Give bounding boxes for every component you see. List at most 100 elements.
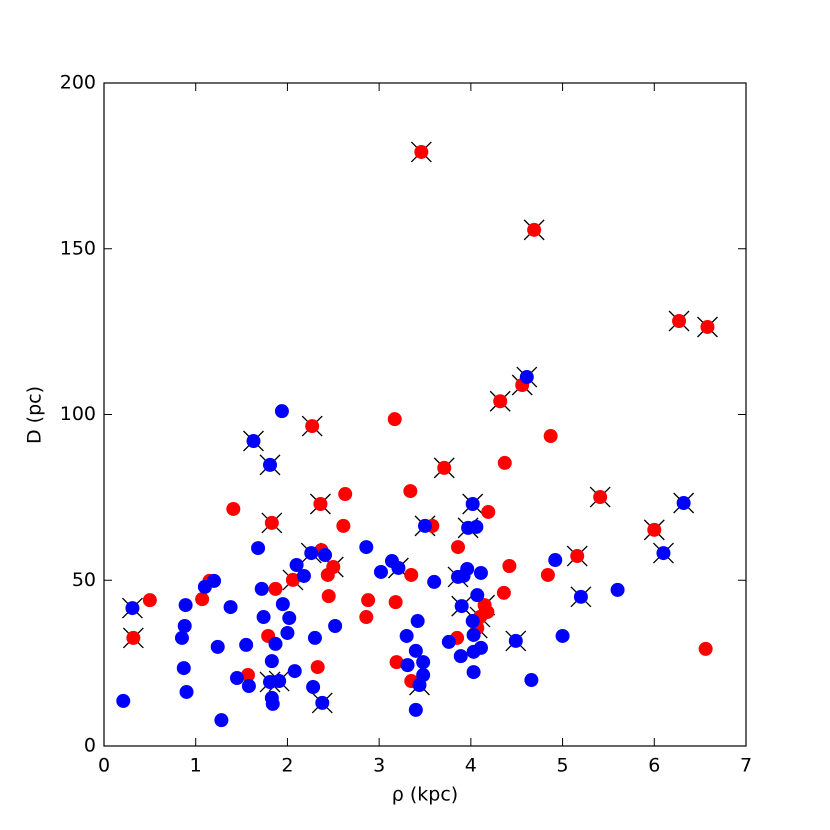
point bbox=[555, 628, 570, 643]
point bbox=[570, 549, 585, 564]
y-tick-label: 50 bbox=[72, 569, 96, 591]
point bbox=[268, 636, 283, 651]
point bbox=[519, 370, 534, 385]
point bbox=[195, 592, 210, 607]
x-tick-label: 5 bbox=[557, 755, 569, 777]
point bbox=[548, 553, 563, 568]
point bbox=[125, 601, 140, 616]
y-tick-label: 100 bbox=[60, 403, 96, 425]
point bbox=[508, 633, 523, 648]
point bbox=[400, 658, 415, 673]
point bbox=[466, 627, 481, 642]
point bbox=[226, 501, 241, 516]
point bbox=[656, 546, 671, 561]
point bbox=[480, 605, 495, 620]
point bbox=[497, 455, 512, 470]
point bbox=[116, 693, 131, 708]
point bbox=[264, 515, 279, 530]
point bbox=[408, 702, 423, 717]
y-axis-label: D (pc) bbox=[24, 386, 46, 444]
point bbox=[527, 222, 542, 237]
point bbox=[321, 589, 336, 604]
point bbox=[460, 561, 475, 576]
point bbox=[481, 504, 496, 519]
point bbox=[540, 567, 555, 582]
point bbox=[359, 610, 374, 625]
point bbox=[304, 546, 319, 561]
x-tick-label: 4 bbox=[465, 755, 477, 777]
point bbox=[241, 678, 256, 693]
point bbox=[361, 593, 376, 608]
point bbox=[698, 641, 713, 656]
point bbox=[285, 572, 300, 587]
point bbox=[176, 661, 191, 676]
point bbox=[427, 574, 442, 589]
point bbox=[307, 630, 322, 645]
y-tick-label: 200 bbox=[60, 72, 96, 94]
point bbox=[287, 664, 302, 679]
point bbox=[214, 713, 229, 728]
point bbox=[441, 634, 456, 649]
plot-frame bbox=[103, 82, 747, 747]
point bbox=[207, 573, 222, 588]
point bbox=[305, 419, 320, 434]
point bbox=[454, 599, 469, 614]
point bbox=[404, 567, 419, 582]
x-tick-label: 0 bbox=[98, 755, 110, 777]
point bbox=[700, 319, 715, 334]
point bbox=[593, 490, 608, 505]
point bbox=[451, 540, 466, 555]
point bbox=[289, 558, 304, 573]
point bbox=[264, 654, 279, 669]
point bbox=[178, 598, 193, 613]
point bbox=[414, 144, 429, 159]
point bbox=[453, 649, 468, 664]
point bbox=[268, 581, 283, 596]
x-axis-label: ρ (kpc) bbox=[392, 784, 458, 806]
point bbox=[465, 614, 480, 629]
point bbox=[254, 581, 269, 596]
point bbox=[469, 519, 484, 534]
point bbox=[296, 568, 311, 583]
point bbox=[338, 487, 353, 502]
point bbox=[388, 595, 403, 610]
point bbox=[473, 565, 488, 580]
point bbox=[493, 394, 508, 409]
point bbox=[465, 497, 480, 512]
point bbox=[272, 674, 287, 689]
point bbox=[282, 611, 297, 626]
point bbox=[359, 540, 374, 555]
point bbox=[466, 665, 481, 680]
point bbox=[470, 588, 485, 603]
point bbox=[177, 618, 192, 633]
point bbox=[647, 522, 662, 537]
point bbox=[403, 484, 418, 499]
point bbox=[318, 548, 333, 563]
point bbox=[543, 429, 558, 444]
point bbox=[418, 518, 432, 533]
point bbox=[676, 496, 691, 511]
x-tick-label: 3 bbox=[373, 755, 385, 777]
point bbox=[239, 637, 254, 652]
point bbox=[313, 497, 328, 512]
point bbox=[416, 668, 431, 683]
point bbox=[496, 585, 511, 600]
point bbox=[573, 589, 588, 604]
point bbox=[399, 628, 414, 643]
point bbox=[672, 314, 687, 329]
point bbox=[263, 457, 278, 472]
point bbox=[524, 673, 539, 688]
point bbox=[610, 582, 625, 597]
x-tick-label: 2 bbox=[281, 755, 293, 777]
point bbox=[410, 614, 425, 629]
point bbox=[229, 671, 244, 686]
x-tick-label: 7 bbox=[740, 755, 752, 777]
point bbox=[246, 434, 261, 449]
point bbox=[240, 668, 255, 683]
point bbox=[274, 404, 289, 419]
point bbox=[265, 696, 280, 711]
point bbox=[280, 625, 295, 640]
point bbox=[416, 655, 431, 670]
point bbox=[256, 610, 271, 625]
y-tick-label: 0 bbox=[84, 735, 96, 757]
